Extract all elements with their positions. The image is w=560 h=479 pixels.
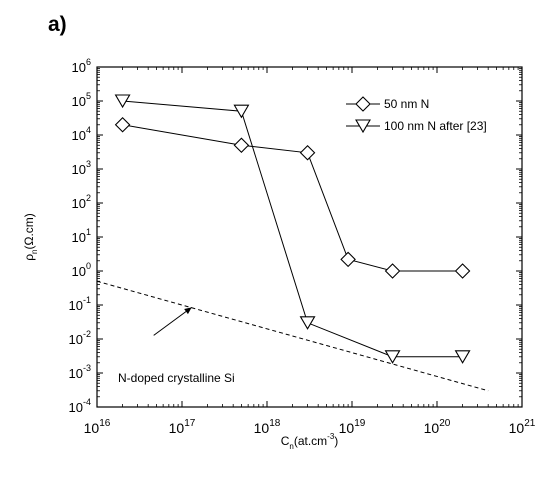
annotation-arrow-shaft [153, 306, 192, 336]
data-point [299, 145, 316, 161]
legend-label: 100 nm N after [23] [384, 119, 487, 133]
data-point [340, 251, 356, 268]
x-tick-label: 1020 [424, 418, 451, 436]
y-tick-label: 10-3 [69, 363, 91, 381]
y-tick-label: 10-4 [69, 397, 91, 415]
x-axis-label: Cn(at.cm-3) [281, 432, 339, 451]
data-point [233, 104, 250, 119]
data-series [114, 94, 471, 364]
legend-marker [355, 119, 371, 134]
legend: 50 nm N 100 nm N after [23] [346, 96, 487, 134]
legend-label: 50 nm N [384, 97, 429, 111]
reference-line [96, 280, 489, 392]
data-point [114, 116, 131, 133]
legend-marker [355, 96, 371, 112]
data-point [454, 263, 471, 279]
panel-label: a) [48, 13, 67, 36]
data-point [454, 350, 471, 364]
axis-ticks [96, 66, 523, 408]
data-point [384, 350, 401, 364]
crystalline-si-reference-line [96, 280, 489, 392]
y-tick-label: 101 [72, 227, 91, 245]
y-tick-label: 102 [72, 193, 91, 211]
annotation-arrow-head [184, 307, 192, 315]
series-line-1 [122, 100, 463, 358]
y-tick-label: 10-1 [69, 295, 91, 313]
data-point [299, 316, 316, 330]
x-tick-label: 1018 [254, 418, 281, 436]
data-point [114, 94, 131, 109]
axis-labels: Cn(at.cm-3) ρn(Ω.cm) [22, 213, 338, 451]
x-tick-label: 1017 [169, 418, 196, 436]
tick-labels: 1016 1017 1018 1019 1020 1021 10-4 10-3 10-2 10-1… [69, 57, 536, 436]
y-axis-label: ρn(Ω.cm) [22, 213, 39, 261]
x-tick-label: 1019 [339, 418, 366, 436]
y-tick-label: 103 [72, 159, 91, 177]
data-point [384, 263, 401, 279]
y-tick-label: 10-2 [69, 329, 91, 347]
x-tick-label: 1016 [84, 418, 111, 436]
y-tick-label: 106 [72, 57, 91, 75]
annotation: N-doped crystalline Si [118, 306, 235, 385]
y-tick-label: 105 [72, 91, 91, 109]
y-tick-label: 104 [72, 125, 91, 143]
data-point [233, 137, 250, 154]
annotation-label: N-doped crystalline Si [118, 371, 235, 385]
x-tick-label: 1021 [509, 418, 536, 436]
series-line-0 [122, 124, 463, 272]
y-tick-label: 100 [72, 261, 91, 279]
